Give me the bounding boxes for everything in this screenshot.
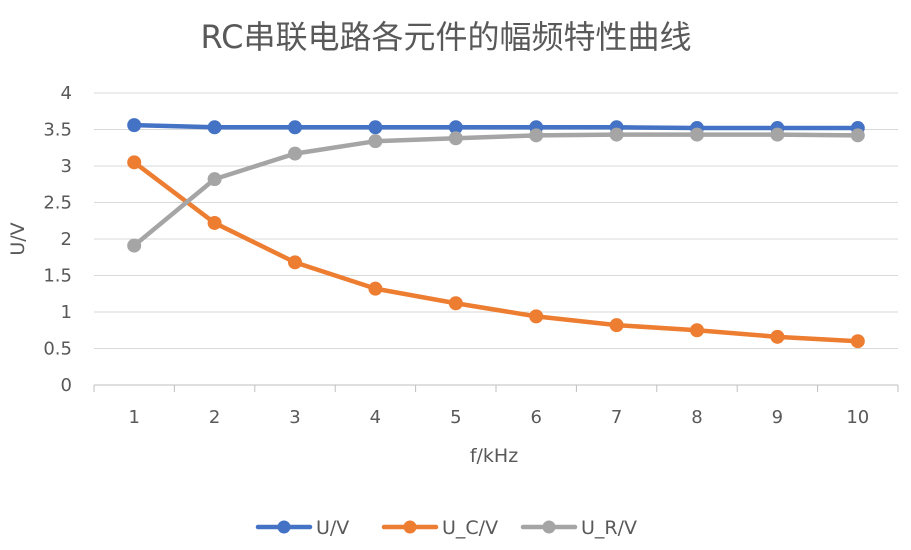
- data-point: [127, 238, 142, 253]
- legend: U/V U_C/V U_R/V: [255, 517, 637, 539]
- chart-title: RC串联电路各元件的幅频特性曲线: [201, 18, 692, 56]
- data-point: [368, 134, 383, 149]
- y-tick-label: 0: [61, 375, 72, 396]
- data-point: [127, 118, 142, 133]
- y-tick-label: 1.5: [43, 266, 72, 287]
- data-point: [850, 128, 865, 143]
- y-tick-label: 2.5: [43, 193, 72, 214]
- x-tick-label: 5: [450, 407, 461, 428]
- data-point: [529, 309, 544, 324]
- data-point: [609, 127, 624, 142]
- legend-label: U_C/V: [442, 517, 498, 539]
- y-tick-labels: 0 0.5 1 1.5 2 2.5 3 3.5 4: [43, 83, 72, 396]
- y-tick-label: 0.5: [43, 339, 72, 360]
- y-tick-label: 2: [61, 229, 72, 250]
- y-tick-label: 1: [61, 302, 72, 323]
- data-point: [690, 323, 704, 338]
- x-tick-labels: 1 2 3 4 5 6 7 8 9 10: [128, 407, 869, 428]
- legend-marker: [277, 520, 291, 534]
- legend-item: U_C/V: [381, 517, 498, 539]
- data-point: [529, 128, 544, 143]
- legend-label: U_R/V: [581, 517, 637, 539]
- legend-item: U_R/V: [520, 517, 637, 539]
- data-point: [690, 127, 704, 142]
- series-lines: [127, 118, 865, 349]
- data-point: [288, 120, 302, 135]
- series-1: [127, 118, 865, 136]
- x-tick-label: 1: [128, 407, 139, 428]
- y-axis-label: U/V: [7, 222, 29, 255]
- x-tick-label: 10: [846, 407, 869, 428]
- data-point: [368, 281, 383, 296]
- series-line: [131, 160, 861, 344]
- x-tick-label: 6: [530, 407, 541, 428]
- x-tick-label: 2: [209, 407, 220, 428]
- data-point: [448, 296, 463, 311]
- series-line: [131, 132, 861, 248]
- legend-marker: [403, 520, 417, 534]
- y-tick-label: 3: [61, 156, 72, 177]
- x-tick-label: 4: [370, 407, 381, 428]
- legend-label: U/V: [316, 517, 349, 539]
- data-point: [368, 120, 383, 135]
- x-axis: [93, 384, 899, 392]
- data-point: [207, 120, 222, 135]
- data-point: [127, 155, 142, 170]
- x-tick-label: 9: [772, 407, 783, 428]
- data-point: [448, 131, 463, 146]
- data-point: [288, 255, 302, 270]
- series-line: [131, 122, 861, 131]
- data-point: [850, 334, 865, 349]
- data-point: [609, 318, 624, 333]
- legend-marker: [542, 520, 556, 534]
- data-point: [207, 172, 222, 187]
- x-axis-label: f/kHz: [470, 445, 518, 467]
- data-point: [770, 329, 785, 344]
- x-tick-label: 8: [691, 407, 702, 428]
- series-2: [127, 155, 865, 349]
- legend-item: U/V: [255, 517, 349, 539]
- series-3: [127, 127, 865, 253]
- x-tick-label: 3: [289, 407, 300, 428]
- data-point: [207, 215, 222, 230]
- data-point: [288, 146, 302, 161]
- data-point: [770, 127, 785, 142]
- x-tick-label: 7: [611, 407, 622, 428]
- y-tick-label: 3.5: [43, 120, 72, 141]
- y-tick-label: 4: [61, 83, 72, 104]
